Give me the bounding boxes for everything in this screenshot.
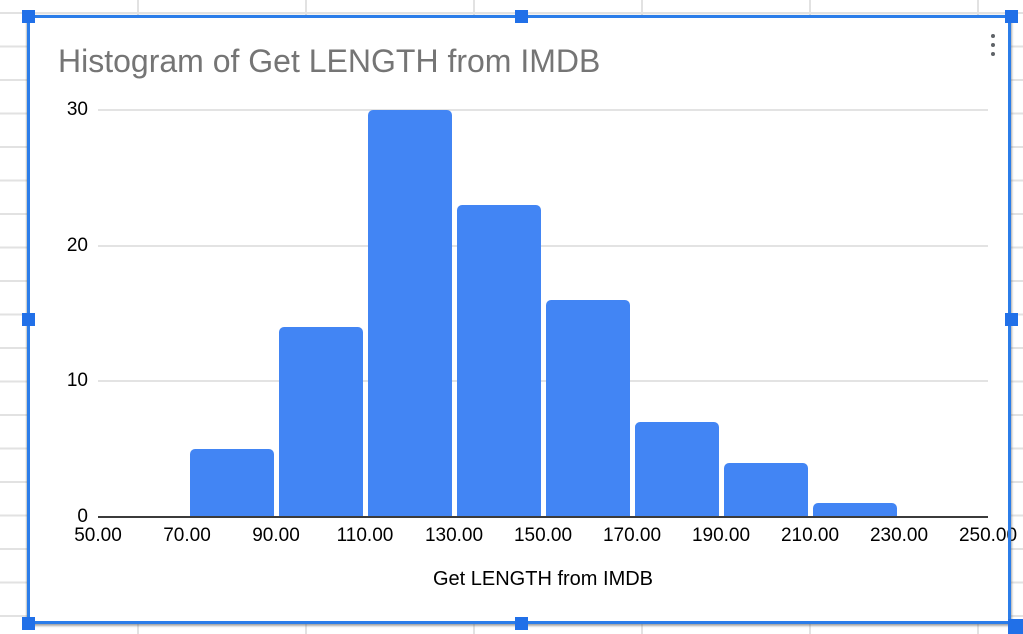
- histogram-bar: [634, 422, 719, 517]
- kebab-dot-icon: [990, 42, 996, 48]
- x-axis-tick-label: 90.00: [252, 525, 300, 546]
- chart-title: Histogram of Get LENGTH from IMDB: [58, 43, 601, 79]
- y-axis-tick-label: 20: [66, 234, 88, 256]
- histogram-bar: [278, 327, 363, 517]
- kebab-dot-icon: [990, 33, 996, 39]
- resize-handle-bottom-right[interactable]: [1008, 619, 1023, 634]
- y-axis-tick-label: 0: [77, 506, 88, 527]
- x-axis-tick-label: 50.00: [74, 525, 122, 546]
- x-axis-tick-label: 250.00: [958, 525, 1018, 546]
- kebab-dot-icon: [990, 51, 996, 57]
- resize-handle-bottom-middle[interactable]: [515, 617, 528, 630]
- x-axis-tick-label: 190.00: [691, 525, 751, 546]
- resize-handle-bottom-left[interactable]: [22, 617, 35, 630]
- x-axis-title: Get LENGTH from IMDB: [432, 568, 654, 590]
- resize-handle-top-right[interactable]: [1005, 10, 1018, 23]
- resize-handle-top-middle[interactable]: [515, 10, 528, 23]
- x-axis-tick-label: 230.00: [869, 525, 929, 546]
- y-gridline: [98, 109, 988, 111]
- y-gridline: [98, 380, 988, 383]
- histogram-bar: [723, 462, 808, 517]
- y-axis-tick-label: 30: [66, 99, 88, 120]
- histogram-bar: [189, 449, 274, 517]
- chart-container[interactable]: Histogram of Get LENGTH from IMDB 0 10 20 3…: [28, 16, 1017, 623]
- histogram-bar: [545, 299, 630, 517]
- y-axis-tick-label: 10: [66, 370, 88, 392]
- x-axis-tick-label: 210.00: [780, 525, 840, 546]
- resize-handle-middle-right[interactable]: [1005, 313, 1018, 326]
- x-axis-tick-label: 150.00: [513, 525, 573, 546]
- resize-handle-top-left[interactable]: [22, 10, 35, 23]
- x-axis-tick-label: 130.00: [424, 525, 484, 546]
- x-axis-tick-label: 170.00: [602, 525, 662, 546]
- chart-options-button[interactable]: [979, 28, 1007, 62]
- resize-handle-middle-left[interactable]: [22, 313, 35, 326]
- histogram-bar: [367, 110, 452, 517]
- x-axis-tick-label: 70.00: [163, 525, 211, 546]
- histogram-bar: [456, 204, 541, 517]
- histogram-bar: [812, 503, 897, 517]
- y-gridline: [98, 244, 988, 247]
- x-axis-tick-label: 110.00: [336, 525, 394, 546]
- x-axis-line: [98, 516, 988, 518]
